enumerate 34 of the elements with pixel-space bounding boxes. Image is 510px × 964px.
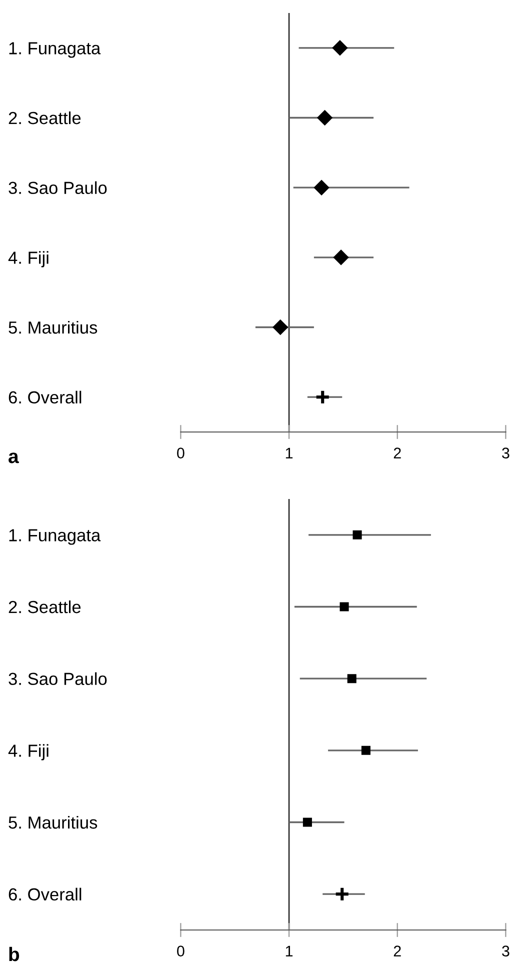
x-tick-label: 3	[502, 448, 510, 458]
y-tick-label: 1. Funagata	[9, 42, 101, 58]
y-tick-label: 3. Sao Paulo	[8, 181, 107, 194]
x-tick-label: 3	[502, 946, 510, 956]
x-tick-label: 1	[286, 946, 293, 956]
text: a	[8, 452, 19, 464]
point	[317, 110, 332, 126]
x-tick-label: 2	[394, 946, 401, 956]
point	[272, 320, 288, 335]
y-tick-label: 6. Overall	[8, 888, 82, 901]
point	[347, 674, 356, 684]
y-tick-label: 5. Mauritius	[8, 320, 98, 334]
point	[361, 746, 370, 755]
point	[314, 389, 330, 405]
x-tick-label: 0	[177, 946, 184, 956]
text: b	[9, 946, 20, 962]
y-tick-label: 2. Seattle	[8, 111, 81, 124]
point	[333, 250, 349, 265]
x-tick-label: 1	[286, 448, 293, 458]
point	[352, 530, 362, 540]
y-tick-label: 3. Sao Paulo	[8, 672, 107, 686]
x-tick-label: 2	[394, 448, 401, 458]
y-tick-label: 5. Mauritius	[8, 816, 98, 829]
x-tick-label: 0	[177, 448, 184, 458]
point	[314, 180, 330, 196]
y-tick-label: 4. Fiji	[8, 744, 48, 760]
point	[340, 602, 349, 612]
y-tick-label: 4. Fiji	[8, 251, 48, 268]
point	[332, 40, 348, 56]
point	[334, 886, 350, 902]
y-tick-label: 6. Overall	[8, 390, 82, 404]
point	[302, 818, 312, 827]
y-tick-label: 1. Funagata	[9, 529, 101, 545]
y-tick-label: 2. Seattle	[8, 600, 81, 614]
